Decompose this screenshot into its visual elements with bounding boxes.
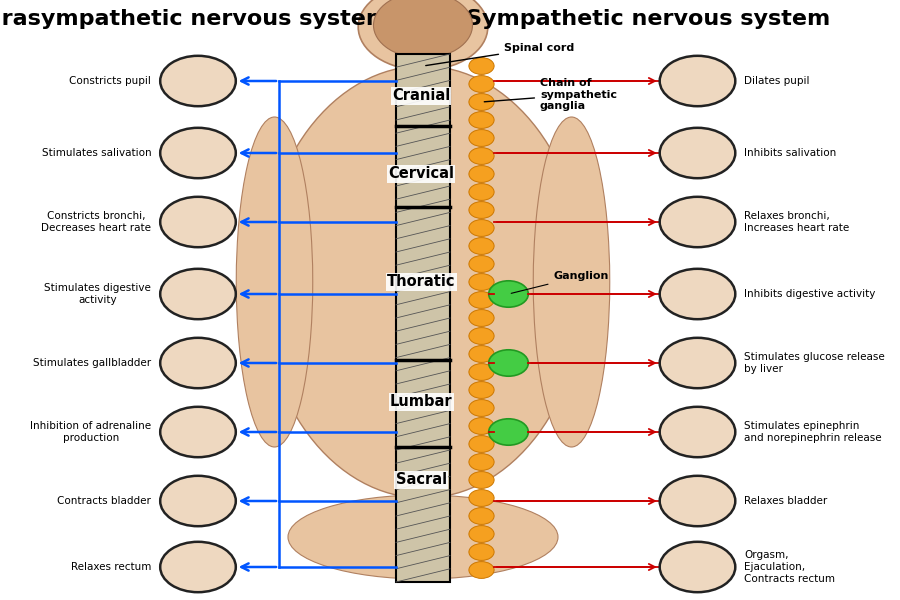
Circle shape xyxy=(469,58,494,74)
Text: Constricts bronchi,
Decreases heart rate: Constricts bronchi, Decreases heart rate xyxy=(41,211,151,233)
Circle shape xyxy=(660,56,735,106)
Ellipse shape xyxy=(236,117,313,447)
Circle shape xyxy=(469,436,494,452)
Circle shape xyxy=(358,0,488,70)
Bar xyxy=(399,48,447,75)
Circle shape xyxy=(469,112,494,128)
Circle shape xyxy=(469,220,494,236)
Ellipse shape xyxy=(288,495,558,579)
Circle shape xyxy=(660,197,735,247)
Text: Stimulates salivation: Stimulates salivation xyxy=(41,148,151,158)
Circle shape xyxy=(469,346,494,362)
Circle shape xyxy=(469,166,494,182)
Circle shape xyxy=(660,476,735,526)
Circle shape xyxy=(469,184,494,200)
Circle shape xyxy=(469,328,494,344)
Circle shape xyxy=(469,130,494,146)
Text: Chain of
sympathetic
ganglia: Chain of sympathetic ganglia xyxy=(484,78,617,111)
Circle shape xyxy=(160,56,236,106)
Circle shape xyxy=(160,269,236,319)
Text: Stimulates glucose release
by liver: Stimulates glucose release by liver xyxy=(744,352,885,374)
Text: Inhibits digestive activity: Inhibits digestive activity xyxy=(744,289,876,299)
Text: Lumbar: Lumbar xyxy=(390,395,453,409)
Circle shape xyxy=(469,400,494,416)
Text: Sacral: Sacral xyxy=(396,473,446,487)
Circle shape xyxy=(469,76,494,92)
Circle shape xyxy=(489,350,528,376)
Circle shape xyxy=(469,418,494,434)
Text: Orgasm,
Ejaculation,
Contracts rectum: Orgasm, Ejaculation, Contracts rectum xyxy=(744,550,835,584)
Text: Relaxes bronchi,
Increases heart rate: Relaxes bronchi, Increases heart rate xyxy=(744,211,850,233)
Circle shape xyxy=(469,256,494,272)
Text: Contracts bladder: Contracts bladder xyxy=(58,496,151,506)
Circle shape xyxy=(469,508,494,524)
Circle shape xyxy=(660,338,735,388)
Text: Constricts pupil: Constricts pupil xyxy=(69,76,151,86)
Text: Inhibits salivation: Inhibits salivation xyxy=(744,148,837,158)
Circle shape xyxy=(469,562,494,578)
Circle shape xyxy=(469,94,494,110)
Circle shape xyxy=(469,310,494,326)
Text: Stimulates digestive
activity: Stimulates digestive activity xyxy=(44,283,151,305)
Circle shape xyxy=(489,419,528,445)
Circle shape xyxy=(660,407,735,457)
Circle shape xyxy=(160,407,236,457)
Circle shape xyxy=(374,0,473,58)
Bar xyxy=(396,54,450,582)
Text: Parasympathetic nervous system: Parasympathetic nervous system xyxy=(0,9,389,29)
Text: Stimulates epinephrin
and norepinephrin release: Stimulates epinephrin and norepinephrin … xyxy=(744,421,882,443)
Circle shape xyxy=(469,490,494,506)
Circle shape xyxy=(469,274,494,290)
Text: Dilates pupil: Dilates pupil xyxy=(744,76,810,86)
Text: Ganglion: Ganglion xyxy=(511,271,609,293)
Circle shape xyxy=(489,281,528,307)
Text: Cervical: Cervical xyxy=(388,166,454,181)
Text: Sympathetic nervous system: Sympathetic nervous system xyxy=(466,9,830,29)
Circle shape xyxy=(469,526,494,542)
Text: Thoratic: Thoratic xyxy=(387,275,455,289)
Text: Cranial: Cranial xyxy=(392,88,450,103)
Circle shape xyxy=(469,382,494,398)
Text: Stimulates gallbladder: Stimulates gallbladder xyxy=(33,358,151,368)
Circle shape xyxy=(469,292,494,308)
Circle shape xyxy=(469,454,494,470)
Circle shape xyxy=(469,472,494,488)
Circle shape xyxy=(469,202,494,218)
Text: Relaxes bladder: Relaxes bladder xyxy=(744,496,828,506)
Circle shape xyxy=(469,364,494,380)
Circle shape xyxy=(660,542,735,592)
Circle shape xyxy=(160,128,236,178)
Text: Inhibition of adrenaline
production: Inhibition of adrenaline production xyxy=(30,421,151,443)
Ellipse shape xyxy=(261,66,585,498)
Text: Relaxes rectum: Relaxes rectum xyxy=(71,562,151,572)
Circle shape xyxy=(160,338,236,388)
Circle shape xyxy=(160,476,236,526)
Circle shape xyxy=(469,148,494,164)
Circle shape xyxy=(660,128,735,178)
Ellipse shape xyxy=(533,117,610,447)
Circle shape xyxy=(660,269,735,319)
Circle shape xyxy=(469,544,494,560)
Circle shape xyxy=(469,238,494,254)
Text: Spinal cord: Spinal cord xyxy=(426,43,574,65)
Circle shape xyxy=(160,197,236,247)
Circle shape xyxy=(160,542,236,592)
